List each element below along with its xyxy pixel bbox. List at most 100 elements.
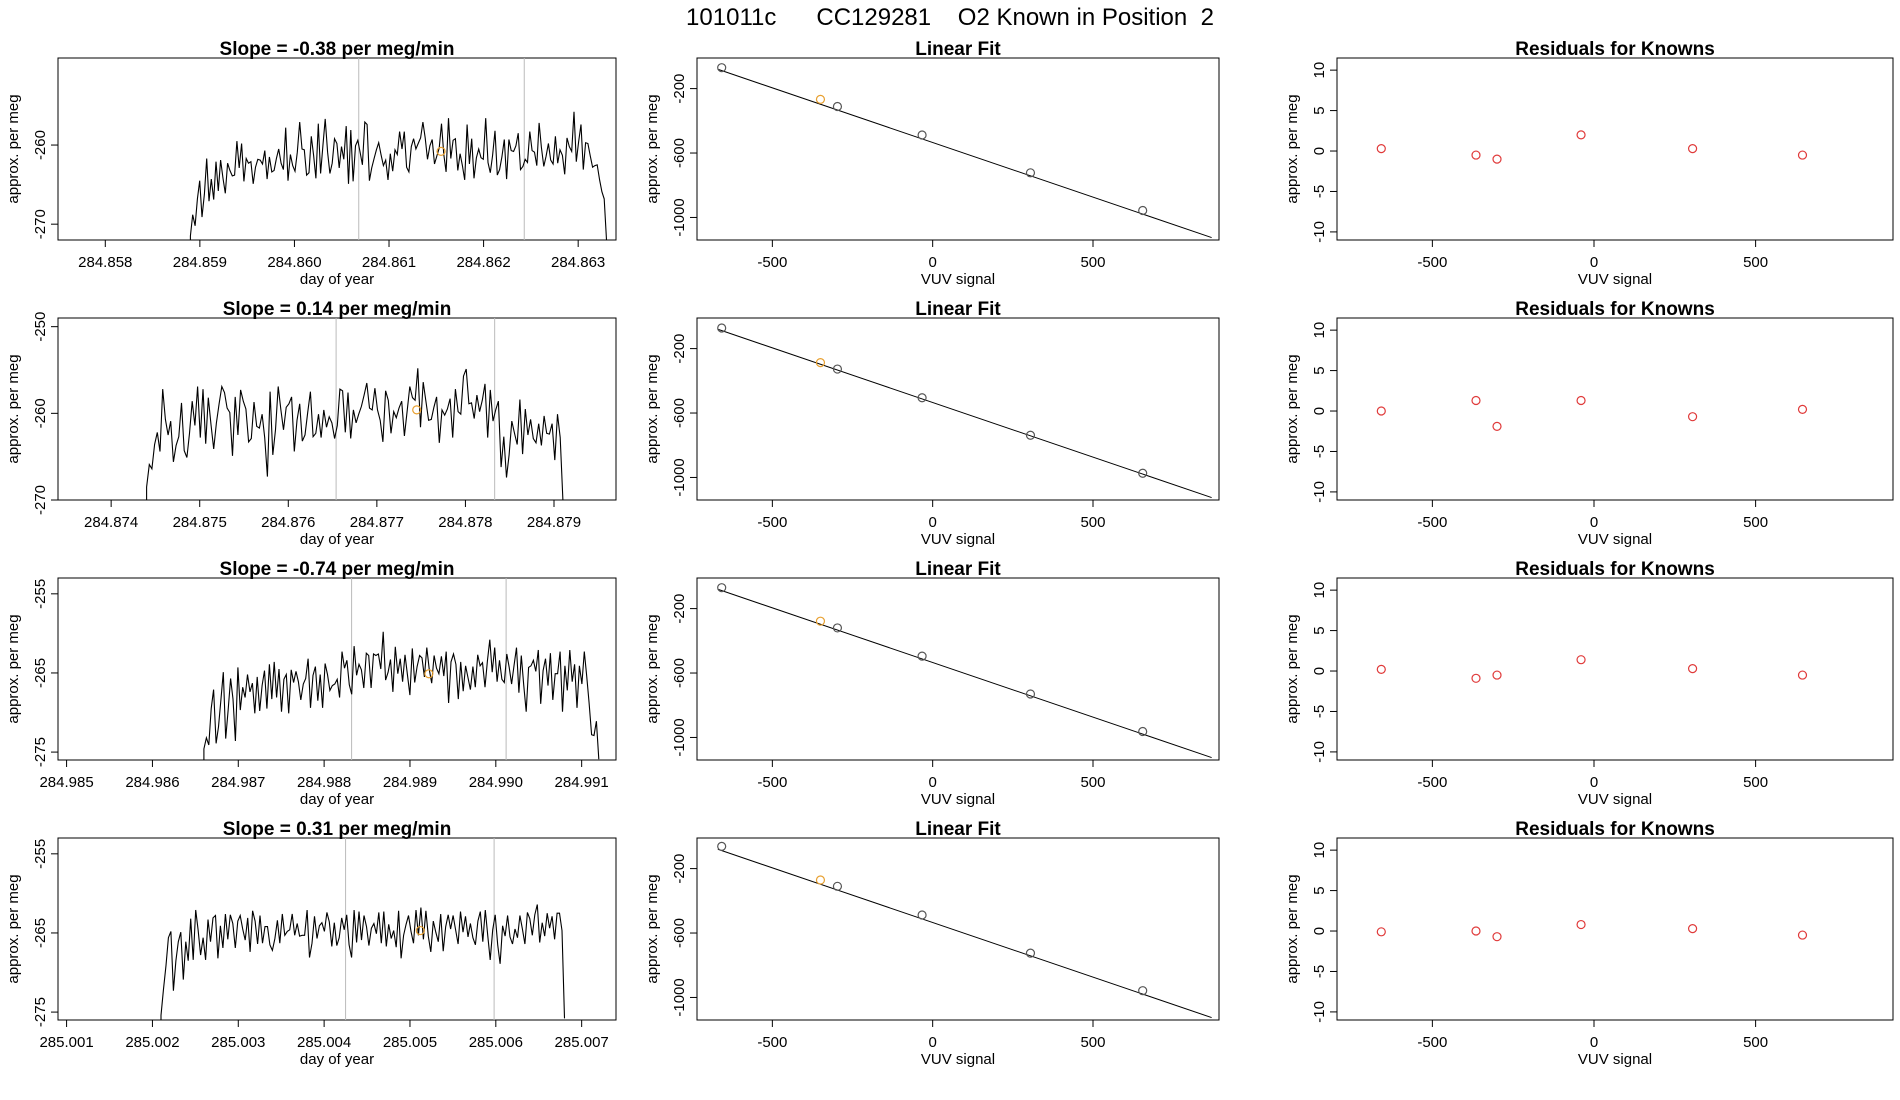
data-point bbox=[1492, 932, 1502, 942]
panel-title: Slope = 0.14 per meg/min bbox=[223, 299, 452, 320]
trace-panel-row-1: Slope = -0.38 per meg/min 284.858 284.859 2… bbox=[5, 39, 617, 288]
x-tick-label: 500 bbox=[1743, 514, 1768, 531]
plot-marks bbox=[717, 841, 1212, 1019]
x-tick-label: 500 bbox=[1080, 514, 1105, 531]
x-tick-label: 0 bbox=[1590, 774, 1598, 791]
trace-line bbox=[58, 368, 564, 500]
y-tick-label: 0 bbox=[1311, 147, 1328, 155]
x-tick-label: 284.986 bbox=[125, 774, 179, 791]
x-tick-label: 284.985 bbox=[39, 774, 93, 791]
data-point bbox=[917, 130, 927, 140]
x-axis-label: VUV signal bbox=[1578, 531, 1652, 548]
fit-panel-row-4: Linear Fit -500 0 500 -1000 -600 -200 VUV signa… bbox=[644, 819, 1220, 1068]
y-tick-label: 0 bbox=[1311, 927, 1328, 935]
data-point bbox=[1576, 919, 1586, 930]
trace-line bbox=[58, 904, 566, 1020]
x-tick-label: 284.876 bbox=[261, 514, 315, 531]
x-tick-label: 284.863 bbox=[551, 254, 605, 271]
data-point bbox=[917, 393, 927, 403]
y-tick-label: -255 bbox=[32, 839, 49, 869]
plot-frame bbox=[1336, 57, 1894, 241]
panel-title: Residuals for Knowns bbox=[1515, 299, 1715, 320]
x-tick-label: 284.862 bbox=[456, 254, 510, 271]
plot-marks bbox=[58, 838, 566, 1020]
y-tick-label: -5 bbox=[1311, 445, 1328, 458]
plot-marks bbox=[1376, 130, 1808, 164]
y-tick-label: -10 bbox=[1311, 741, 1328, 763]
y-tick-label: -260 bbox=[32, 398, 49, 428]
y-tick-label: -270 bbox=[32, 485, 49, 515]
x-tick-label: 284.860 bbox=[267, 254, 321, 271]
fit-panel-row-1: Linear Fit -500 0 500 -1000 -600 -200 VUV signa… bbox=[644, 39, 1220, 288]
x-tick-label: 284.879 bbox=[527, 514, 581, 531]
data-point bbox=[1138, 726, 1148, 737]
y-axis-label: approx. per meg bbox=[1284, 614, 1301, 723]
mean-marker bbox=[412, 405, 422, 415]
data-point bbox=[1471, 150, 1481, 160]
data-point bbox=[1687, 923, 1698, 934]
panel-title: Residuals for Knowns bbox=[1515, 559, 1715, 580]
data-point bbox=[1138, 468, 1148, 478]
data-point bbox=[832, 101, 843, 112]
x-tick-label: 284.989 bbox=[383, 774, 437, 791]
y-tick-label: -200 bbox=[671, 854, 688, 884]
x-tick-label: 285.004 bbox=[297, 1034, 351, 1051]
fit-line bbox=[717, 68, 1212, 239]
x-tick-label: 284.875 bbox=[173, 514, 227, 531]
y-tick-label: 5 bbox=[1311, 106, 1328, 114]
panel-title: Linear Fit bbox=[915, 299, 1001, 320]
y-axis-label: approx. per meg bbox=[644, 354, 661, 463]
plot-frame bbox=[1336, 837, 1894, 1021]
y-tick-label: 0 bbox=[1311, 667, 1328, 675]
y-tick-label: -200 bbox=[671, 334, 688, 364]
x-tick-label: 285.003 bbox=[211, 1034, 265, 1051]
x-tick-label: 0 bbox=[1590, 254, 1598, 271]
panel-title: Residuals for Knowns bbox=[1515, 39, 1715, 60]
y-tick-label: 10 bbox=[1311, 62, 1328, 79]
data-point bbox=[1138, 986, 1148, 996]
x-tick-label: 284.877 bbox=[350, 514, 404, 531]
data-point bbox=[1576, 130, 1586, 140]
panel-title: Linear Fit bbox=[915, 39, 1001, 60]
data-point bbox=[1138, 205, 1148, 216]
trace-panel-row-2: Slope = 0.14 per meg/min 284.874 284.875 28… bbox=[5, 299, 617, 548]
highlight-point bbox=[815, 616, 826, 626]
y-axis-label: approx. per meg bbox=[644, 614, 661, 723]
y-tick-label: 5 bbox=[1311, 626, 1328, 634]
y-tick-label: -275 bbox=[32, 997, 49, 1027]
y-tick-label: -1000 bbox=[671, 718, 688, 756]
x-tick-label: 284.859 bbox=[173, 254, 227, 271]
data-point bbox=[1576, 655, 1586, 665]
data-point bbox=[1797, 930, 1808, 940]
x-tick-label: 284.988 bbox=[297, 774, 351, 791]
y-tick-label: -5 bbox=[1311, 705, 1328, 718]
trace-panel-row-4: Slope = 0.31 per meg/min 285.001 285.002 28… bbox=[5, 819, 617, 1068]
data-point bbox=[1797, 404, 1808, 415]
data-point bbox=[717, 63, 727, 73]
plot-marks bbox=[1376, 395, 1808, 431]
x-tick-label: 284.861 bbox=[362, 254, 416, 271]
y-tick-label: -600 bbox=[671, 918, 688, 948]
figure-title: 101011c CC129281 O2 Known in Position 2 bbox=[686, 4, 1214, 31]
fit-line bbox=[717, 328, 1212, 499]
mean-marker bbox=[436, 146, 446, 156]
x-tick-label: 500 bbox=[1080, 254, 1105, 271]
x-tick-label: 285.001 bbox=[39, 1034, 93, 1051]
resid-panel-row-4: Residuals for Knowns -500 0 500 -10 -5 0 5 10 VUV… bbox=[1284, 819, 1894, 1068]
plot-marks bbox=[717, 583, 1212, 759]
x-tick-label: 284.990 bbox=[469, 774, 523, 791]
mean-marker bbox=[415, 925, 425, 936]
y-tick-label: -10 bbox=[1311, 221, 1328, 243]
x-tick-label: 0 bbox=[1590, 514, 1598, 531]
data-point bbox=[1797, 670, 1808, 680]
y-tick-label: -600 bbox=[671, 398, 688, 428]
x-tick-label: 285.002 bbox=[125, 1034, 179, 1051]
x-axis-label: VUV signal bbox=[921, 1051, 995, 1068]
fit-line bbox=[717, 848, 1212, 1019]
y-tick-label: 10 bbox=[1311, 842, 1328, 859]
resid-panel-row-2: Residuals for Knowns -500 0 500 -10 -5 0 5 10 VUV… bbox=[1284, 299, 1894, 548]
panel-title: Slope = 0.31 per meg/min bbox=[223, 819, 452, 840]
y-axis-label: approx. per meg bbox=[644, 874, 661, 983]
plot-marks bbox=[717, 323, 1212, 499]
plot-marks bbox=[717, 63, 1212, 239]
